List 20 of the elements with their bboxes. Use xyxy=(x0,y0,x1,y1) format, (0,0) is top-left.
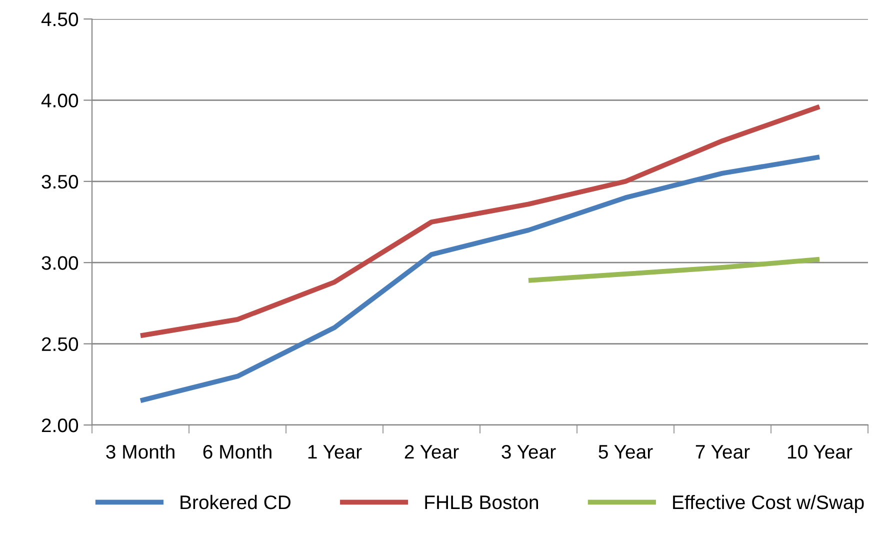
line-series xyxy=(526,256,822,283)
x-tick-label: 6 Month xyxy=(203,444,272,459)
y-tick-label: 4.50 xyxy=(41,12,78,26)
y-tick-label: 3.00 xyxy=(42,256,78,270)
y-tick-label: 3.50 xyxy=(42,174,78,189)
y-tick-label: 2.50 xyxy=(42,337,78,352)
y-tick-label: 2.00 xyxy=(42,418,78,432)
y-tick-label: 4.00 xyxy=(41,94,78,108)
legend-label: Brokered CD xyxy=(180,494,290,510)
legend-label: Effective Cost w/Swap xyxy=(673,494,864,514)
legend-label: FHLB Boston xyxy=(425,496,538,510)
x-tick-label: 1 Year xyxy=(308,445,362,459)
line-series xyxy=(138,104,822,338)
x-tick-label: 7 Year xyxy=(696,445,750,459)
x-tick-label: 3 Month xyxy=(106,444,174,459)
line-series xyxy=(138,154,822,404)
x-tick-label: 3 Year xyxy=(502,444,556,459)
x-tick-label: 10 Year xyxy=(788,444,852,459)
x-tick-label: 5 Year xyxy=(598,445,653,459)
x-tick-label: 2 Year xyxy=(404,444,459,459)
